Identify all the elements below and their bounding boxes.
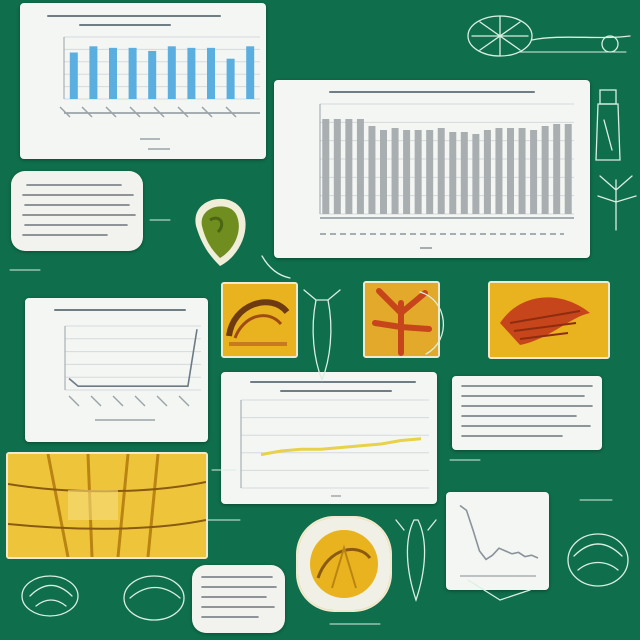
yellow-line-series (260, 437, 422, 457)
bar (541, 126, 549, 214)
bar (207, 47, 215, 99)
yellow-line-chart-card (221, 372, 437, 504)
bar (109, 47, 117, 99)
text-note-right-scribbles (461, 385, 593, 437)
bar (472, 134, 480, 214)
gray-bar-chart-card (274, 80, 590, 258)
bar (89, 46, 98, 99)
bar (356, 119, 364, 214)
bar (333, 119, 341, 214)
bar (167, 46, 176, 99)
text-note-bottom (192, 565, 285, 633)
bar (345, 119, 353, 214)
text-note-bottom-scribbles (201, 576, 277, 618)
bar (530, 130, 538, 214)
photo-tile-4 (6, 452, 208, 559)
blue-bars (69, 46, 255, 99)
bar (368, 126, 376, 214)
gray-bar-chart (319, 91, 574, 249)
bar (403, 130, 411, 214)
bar (449, 132, 457, 214)
bar (226, 58, 235, 99)
bar (380, 130, 387, 214)
dip-line-chart (459, 504, 539, 577)
spike-axis-scribbles (68, 395, 190, 421)
bar (426, 130, 434, 214)
bar (495, 128, 503, 214)
bar (518, 128, 526, 214)
bar (507, 128, 514, 214)
text-note-left (11, 171, 143, 251)
bar (322, 119, 330, 214)
bar (483, 130, 491, 214)
bar (460, 132, 468, 214)
bar (437, 128, 445, 214)
dip-line-series (459, 504, 539, 561)
bar (391, 128, 399, 214)
bar (69, 52, 78, 99)
yellow-line-gridlines (240, 399, 429, 489)
text-note-right (452, 376, 602, 450)
spike-line-series (68, 329, 198, 387)
spike-line-gridlines (64, 325, 201, 391)
turtle-sketch-icon (467, 15, 631, 57)
bottle-sketch-icon (595, 89, 621, 161)
bar (187, 47, 196, 99)
dip-line-chart-card (446, 492, 549, 590)
gray-axis-scribbles (320, 217, 574, 249)
bar (564, 124, 572, 214)
photo-tile-5 (296, 516, 392, 612)
spike-line-chart-card (25, 298, 208, 442)
yellow-line-chart (240, 381, 429, 497)
bar (148, 50, 157, 99)
bar (246, 46, 255, 99)
spike-line-chart (54, 309, 201, 421)
photo-tile-1 (221, 282, 298, 358)
bar (414, 130, 422, 214)
blue-axis-scribbles (59, 106, 260, 150)
bar (553, 124, 561, 214)
photo-tile-2 (363, 281, 440, 358)
blue-title-scribble (47, 15, 221, 26)
bar (128, 47, 137, 99)
blue-bar-chart (47, 15, 260, 150)
gray-bars (322, 119, 572, 214)
leaf-sketch-icon (180, 186, 260, 276)
blue-bar-chart-card (20, 3, 266, 159)
photo-tile-3 (488, 281, 610, 359)
tree-sketch-icon (597, 175, 637, 231)
text-note-left-scribbles (22, 184, 136, 236)
yellow-title-scribble (250, 381, 416, 392)
